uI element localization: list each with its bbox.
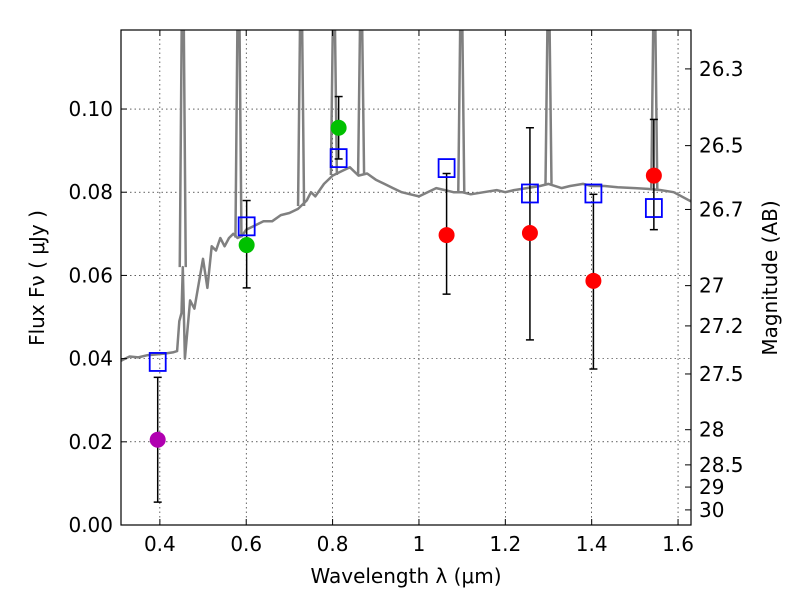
model-spectrum (121, 30, 691, 362)
x-tick-label: 0.8 (317, 532, 349, 556)
emission-line (457, 30, 466, 193)
emission-line (234, 30, 243, 238)
observed-point (238, 237, 255, 254)
model-square (237, 216, 256, 237)
model-square (584, 183, 603, 204)
model-photometry (148, 148, 663, 372)
right-tick-label: 26.5 (699, 134, 744, 158)
observed-point (645, 167, 662, 184)
observed-point (330, 119, 347, 136)
spectrum-continuum (121, 166, 691, 362)
model-square (329, 148, 348, 169)
right-tick-label: 27.2 (699, 314, 744, 338)
right-tick-label: 29 (699, 475, 724, 499)
observed-point (438, 227, 455, 244)
emission-line (178, 30, 187, 268)
emission-line (650, 30, 659, 190)
observed-photometry (149, 119, 662, 448)
plot-frame (120, 29, 692, 526)
y-axis-label: Flux Fν ( μJy ) (25, 210, 49, 346)
emission-line (296, 30, 306, 206)
right-tick-label: 27 (699, 274, 724, 298)
x-axis-ticks: 0.4 0.6 0.8 1 1.2 1.4 1.6 (144, 30, 694, 556)
y-tick-label: 0.02 (68, 430, 113, 454)
observed-point (585, 272, 602, 289)
right-tick-label: 30 (699, 498, 724, 522)
observed-point (521, 224, 538, 241)
observed-point (149, 431, 166, 448)
x-tick-label: 1 (413, 532, 426, 556)
emission-line (544, 30, 553, 184)
x-tick-label: 1.2 (489, 532, 521, 556)
x-tick-label: 1.4 (576, 532, 608, 556)
x-axis-label: Wavelength λ (μm) (310, 564, 501, 588)
y-tick-label: 0.06 (68, 263, 113, 287)
x-tick-label: 0.4 (144, 532, 176, 556)
y-tick-label: 0.08 (68, 180, 113, 204)
right-tick-label: 26.7 (699, 197, 744, 221)
right-tick-label: 28 (699, 418, 724, 442)
x-tick-label: 1.6 (662, 532, 694, 556)
model-square (437, 158, 456, 179)
y-tick-label: 0.00 (68, 513, 113, 537)
model-square (644, 198, 663, 218)
right-axis-label: Magnitude (AB) (758, 200, 782, 355)
model-square (521, 183, 539, 204)
y-tick-label: 0.10 (68, 97, 113, 121)
right-tick-label: 28.5 (699, 453, 744, 477)
emission-line (356, 30, 366, 175)
x-tick-label: 0.6 (230, 532, 262, 556)
right-tick-label: 26.3 (699, 57, 744, 81)
y-axis-ticks: 0.00 0.02 0.04 0.06 0.08 0.10 (68, 97, 127, 537)
y-tick-label: 0.04 (68, 347, 113, 371)
right-tick-label: 27.5 (699, 362, 744, 386)
model-square (148, 352, 167, 372)
emission-line (329, 30, 339, 175)
